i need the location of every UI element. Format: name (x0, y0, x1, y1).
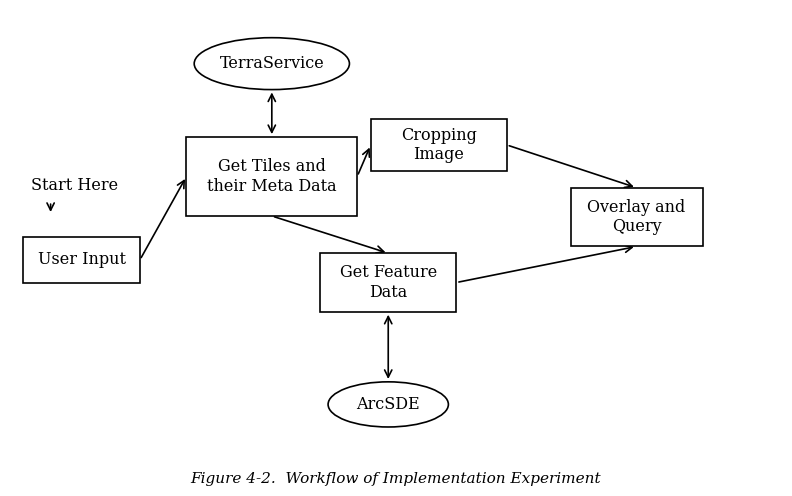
Text: TerraService: TerraService (219, 55, 324, 72)
FancyBboxPatch shape (24, 238, 140, 283)
FancyBboxPatch shape (371, 119, 507, 171)
Text: Cropping
Image: Cropping Image (401, 126, 477, 163)
Text: Figure 4-2.  Workflow of Implementation Experiment: Figure 4-2. Workflow of Implementation E… (191, 472, 601, 486)
Ellipse shape (328, 382, 448, 427)
Text: Get Tiles and
their Meta Data: Get Tiles and their Meta Data (207, 158, 337, 195)
Text: Get Feature
Data: Get Feature Data (340, 264, 437, 301)
FancyBboxPatch shape (571, 188, 703, 247)
FancyBboxPatch shape (186, 137, 357, 216)
Ellipse shape (194, 38, 349, 90)
Text: Start Here: Start Here (31, 177, 118, 194)
Text: ArcSDE: ArcSDE (356, 396, 420, 413)
FancyBboxPatch shape (320, 253, 456, 312)
Text: Overlay and
Query: Overlay and Query (588, 199, 686, 236)
Text: User Input: User Input (38, 251, 126, 268)
